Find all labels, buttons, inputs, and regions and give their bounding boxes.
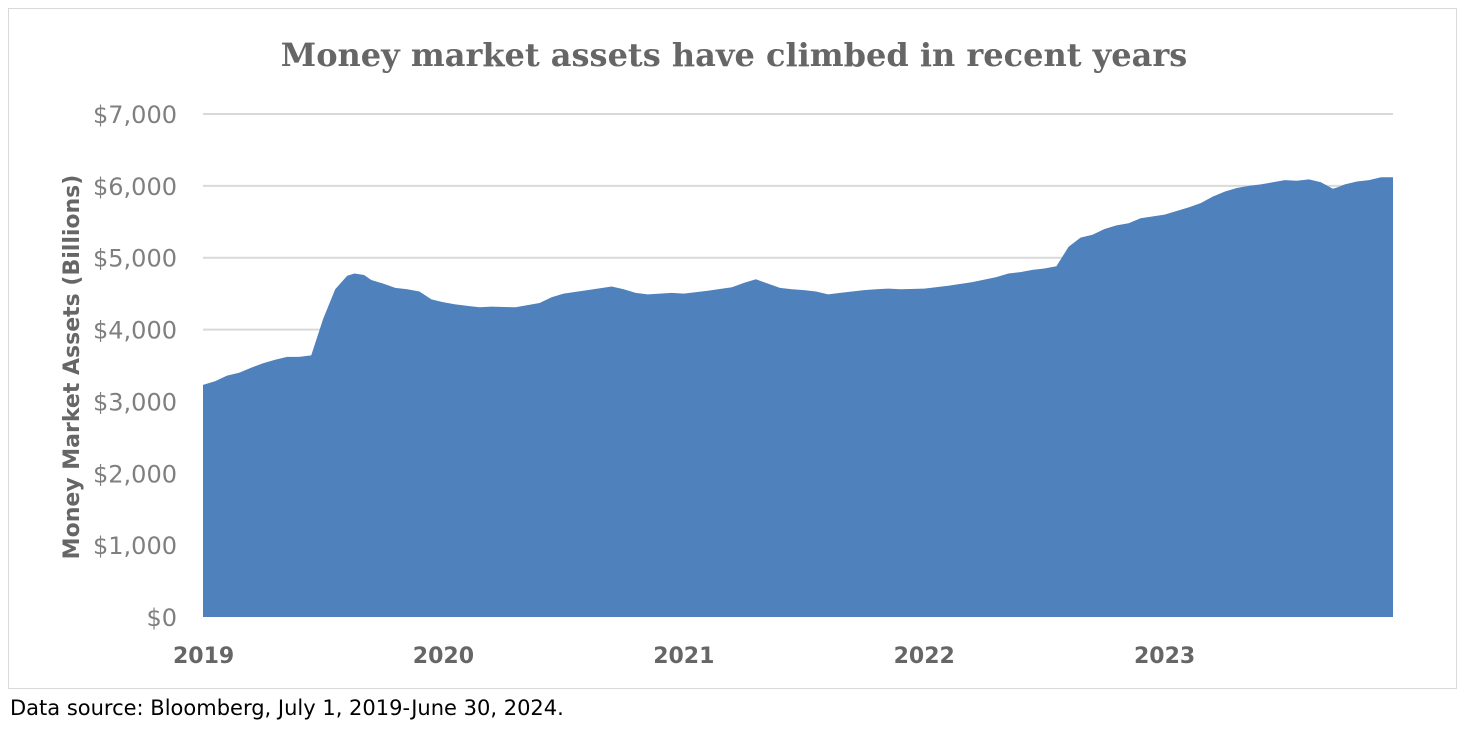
chart-frame: Money market assets have climbed in rece… xyxy=(8,8,1457,689)
x-tick-label: 2022 xyxy=(894,644,955,669)
chart-title: Money market assets have climbed in rece… xyxy=(281,36,1187,74)
y-tick-label: $5,000 xyxy=(93,245,177,273)
x-tick-label: 2021 xyxy=(653,644,714,669)
plot-area xyxy=(203,177,1393,617)
y-tick-label: $4,000 xyxy=(93,317,177,345)
x-axis: 2019 2020 2021 2022 2023 xyxy=(173,644,1195,669)
x-tick-label: 2019 xyxy=(173,644,234,669)
chart-svg: Money market assets have climbed in rece… xyxy=(60,36,1393,669)
y-tick-label: $0 xyxy=(146,604,177,632)
x-tick-label: 2020 xyxy=(413,644,474,669)
x-tick-label: 2023 xyxy=(1134,644,1195,669)
y-axis-label: Money Market Assets (Billions) xyxy=(60,175,85,560)
y-tick-label: $1,000 xyxy=(93,532,177,560)
y-tick-label: $2,000 xyxy=(93,460,177,488)
y-tick-label: $6,000 xyxy=(93,173,177,201)
source-note: Data source: Bloomberg, July 1, 2019-Jun… xyxy=(10,696,564,720)
area-series xyxy=(203,177,1393,617)
y-tick-label: $3,000 xyxy=(93,388,177,416)
y-tick-label: $7,000 xyxy=(93,101,177,129)
y-axis: $0 $1,000 $2,000 $3,000 $4,000 $5,000 $6,000 $7… xyxy=(93,101,177,632)
